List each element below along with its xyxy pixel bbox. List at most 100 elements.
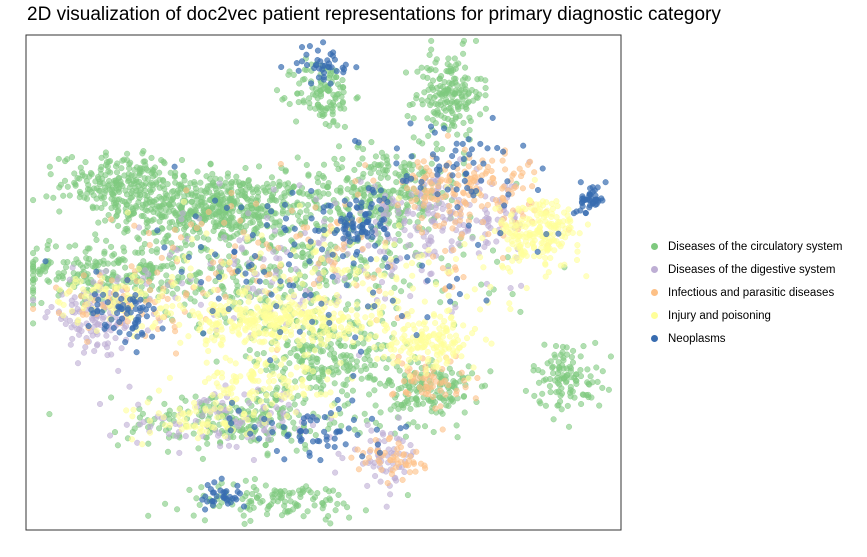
data-point	[449, 225, 456, 232]
data-point	[191, 283, 198, 290]
data-point	[36, 271, 43, 278]
data-point	[265, 435, 272, 442]
data-point	[395, 358, 402, 365]
data-point	[146, 262, 153, 269]
data-point	[108, 394, 115, 401]
data-point	[293, 352, 300, 359]
data-point	[400, 278, 407, 285]
data-point	[407, 293, 414, 300]
data-point	[169, 303, 176, 310]
data-point	[76, 326, 83, 333]
data-point	[124, 150, 131, 157]
data-point	[128, 204, 135, 211]
data-point	[570, 347, 577, 354]
data-point	[217, 189, 224, 196]
data-point	[258, 398, 265, 405]
data-point	[271, 323, 278, 330]
data-point	[158, 254, 165, 261]
data-point	[434, 101, 441, 108]
data-point	[145, 512, 152, 519]
data-point	[602, 179, 609, 186]
data-point	[449, 122, 456, 129]
data-point	[340, 381, 347, 388]
data-point	[225, 242, 232, 249]
data-point	[205, 236, 212, 243]
data-point	[339, 99, 346, 106]
data-point	[456, 100, 463, 107]
data-point	[366, 333, 373, 340]
data-point	[287, 349, 294, 356]
data-point	[172, 350, 179, 357]
data-point	[362, 459, 369, 466]
data-point	[211, 337, 218, 344]
data-point	[397, 444, 404, 451]
data-point	[93, 185, 100, 192]
data-point	[353, 358, 360, 365]
data-point	[334, 245, 341, 252]
data-point	[407, 453, 414, 460]
data-point	[358, 375, 365, 382]
data-point	[362, 162, 369, 169]
data-point	[299, 280, 306, 287]
data-point	[416, 171, 423, 178]
data-point	[544, 360, 551, 367]
data-point	[148, 179, 155, 186]
data-point	[436, 356, 443, 363]
data-point	[194, 168, 201, 175]
data-point	[341, 105, 348, 112]
data-point	[145, 302, 152, 309]
data-point	[320, 235, 327, 242]
data-point	[373, 256, 380, 263]
data-point	[241, 391, 248, 398]
data-point	[76, 194, 83, 201]
data-point	[257, 499, 264, 506]
data-point	[287, 371, 294, 378]
data-point	[299, 382, 306, 389]
data-point	[244, 233, 251, 240]
data-point	[529, 183, 536, 190]
data-point	[441, 220, 448, 227]
data-point	[368, 427, 375, 434]
data-point	[400, 378, 407, 385]
data-point	[401, 217, 408, 224]
data-point	[63, 264, 70, 271]
data-point	[358, 325, 365, 332]
data-point	[234, 230, 241, 237]
data-point	[345, 301, 352, 308]
data-point	[102, 217, 109, 224]
data-point	[262, 404, 269, 411]
data-point	[241, 520, 248, 527]
data-point	[433, 140, 440, 147]
data-point	[276, 373, 283, 380]
data-point	[149, 333, 156, 340]
data-point	[354, 317, 361, 324]
data-point	[428, 377, 435, 384]
data-point	[378, 343, 385, 350]
data-point	[332, 507, 339, 514]
data-point	[289, 489, 296, 496]
data-point	[164, 448, 171, 455]
data-point	[292, 266, 299, 273]
data-point	[279, 418, 286, 425]
data-point	[425, 355, 432, 362]
data-point	[430, 253, 437, 260]
data-point	[487, 283, 494, 290]
data-point	[471, 178, 478, 185]
data-point	[562, 373, 569, 380]
data-point	[366, 454, 373, 461]
data-point	[305, 201, 312, 208]
data-point	[231, 323, 238, 330]
data-point	[332, 357, 339, 364]
data-point	[250, 285, 257, 292]
data-point	[430, 332, 437, 339]
data-point	[111, 283, 118, 290]
data-point	[398, 459, 405, 466]
data-point	[178, 216, 185, 223]
data-point	[196, 501, 203, 508]
data-point	[143, 216, 150, 223]
data-point	[507, 306, 514, 313]
data-point	[278, 361, 285, 368]
data-point	[502, 166, 509, 173]
data-point	[526, 229, 533, 236]
data-point	[296, 217, 303, 224]
